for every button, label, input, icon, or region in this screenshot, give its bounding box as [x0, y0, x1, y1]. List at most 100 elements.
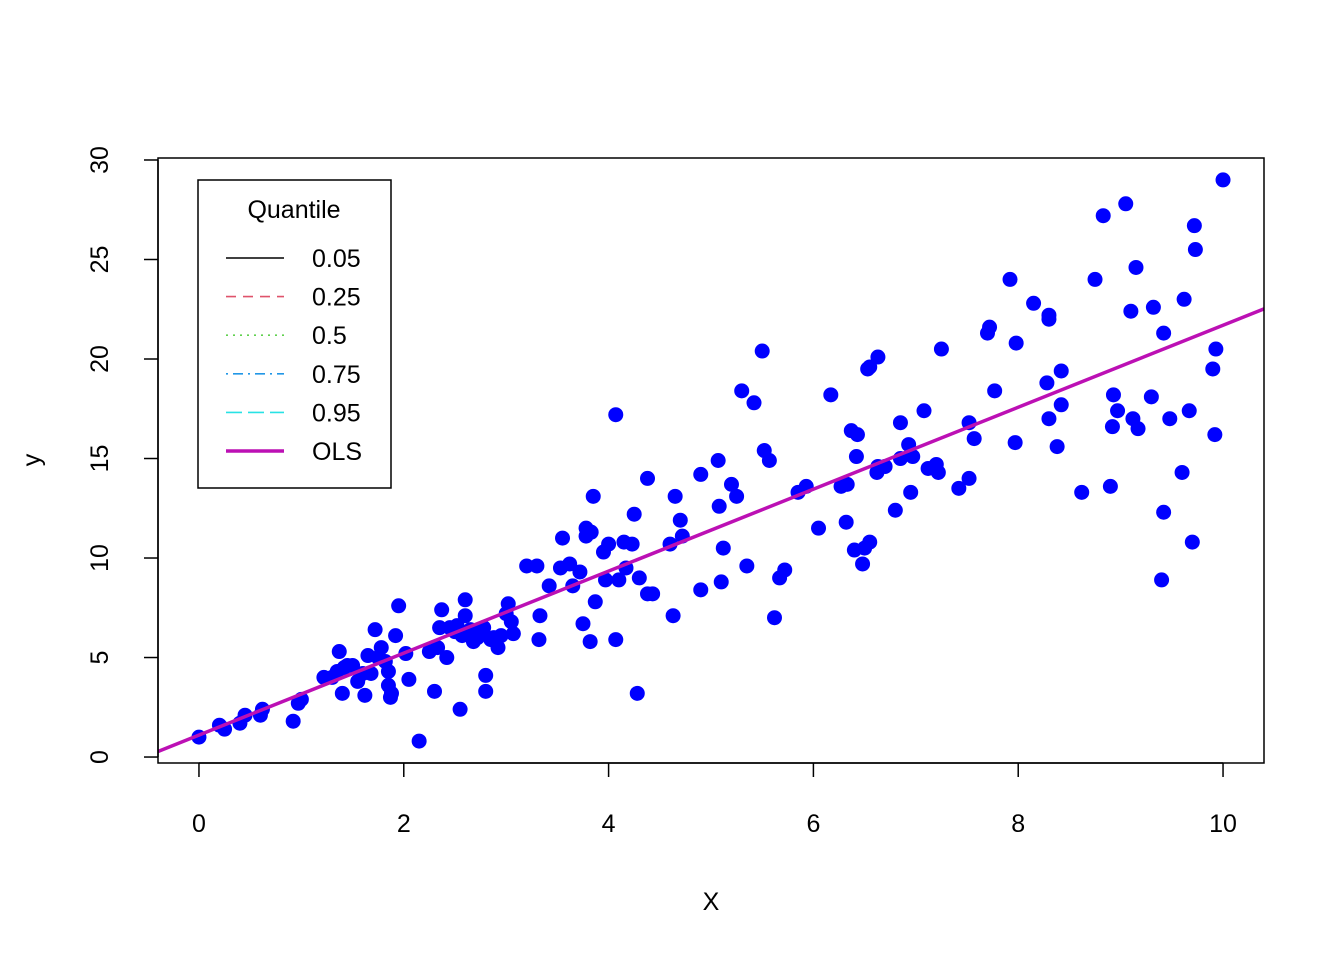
data-point	[849, 427, 865, 443]
data-point	[555, 530, 571, 546]
data-point	[1186, 218, 1202, 234]
data-point	[505, 626, 521, 642]
data-point	[626, 506, 642, 522]
data-point	[493, 628, 509, 644]
data-point	[665, 608, 681, 624]
y-axis-title: y	[18, 453, 46, 466]
data-point	[1130, 421, 1146, 437]
data-point	[334, 685, 350, 701]
data-point	[529, 558, 545, 574]
y-tick-label: 15	[86, 445, 114, 473]
x-tick-label: 0	[192, 810, 206, 838]
data-point	[1026, 295, 1042, 311]
data-point	[367, 622, 383, 638]
data-point	[1007, 435, 1023, 451]
data-point	[892, 415, 908, 431]
data-point	[1123, 303, 1139, 319]
data-point	[734, 383, 750, 399]
data-point	[667, 488, 683, 504]
data-point	[1215, 172, 1231, 188]
legend-label: 0.25	[312, 284, 361, 312]
data-point	[640, 470, 656, 486]
x-tick-label: 2	[397, 810, 411, 838]
data-point	[601, 536, 617, 552]
data-point	[457, 592, 473, 608]
data-point	[1102, 478, 1118, 494]
x-axis: 0 2 4 6 8 10	[192, 762, 1237, 838]
data-point	[391, 598, 407, 614]
data-point	[1087, 271, 1103, 287]
data-point	[383, 685, 399, 701]
data-point	[587, 594, 603, 610]
data-point	[951, 480, 967, 496]
data-point	[1162, 411, 1178, 427]
data-point	[1174, 464, 1190, 480]
data-point	[1053, 397, 1069, 413]
y-tick-label: 0	[86, 750, 114, 764]
data-point	[1002, 271, 1018, 287]
x-tick-label: 10	[1209, 810, 1237, 838]
data-point	[490, 640, 506, 656]
data-point	[380, 663, 396, 679]
lines-layer	[157, 307, 1265, 754]
data-point	[500, 596, 516, 612]
legend-title: Quantile	[247, 196, 340, 224]
x-axis-title: X	[703, 888, 720, 916]
legend-box	[197, 179, 392, 489]
data-point	[916, 403, 932, 419]
data-point	[1181, 403, 1197, 419]
data-point	[1039, 375, 1055, 391]
legend-label: 0.95	[312, 399, 361, 427]
legend-label: OLS	[312, 438, 362, 466]
data-point	[761, 453, 777, 468]
data-point	[478, 667, 494, 683]
y-tick-label: 10	[86, 544, 114, 572]
data-point	[388, 628, 404, 644]
data-point	[541, 578, 557, 594]
data-point	[672, 512, 688, 528]
data-point	[411, 733, 427, 749]
data-point	[966, 431, 982, 447]
data-point	[1118, 196, 1134, 212]
data-point	[1095, 208, 1111, 224]
data-point	[723, 476, 739, 492]
x-tick-label: 6	[806, 810, 820, 838]
data-point	[572, 564, 588, 580]
y-tick-label: 25	[86, 246, 114, 274]
data-point	[631, 570, 647, 586]
data-point	[401, 671, 417, 687]
data-point	[531, 632, 547, 648]
data-point	[887, 502, 903, 518]
data-point	[1187, 242, 1203, 258]
data-point	[1105, 387, 1121, 403]
data-point	[598, 572, 614, 588]
data-point	[811, 520, 827, 536]
data-point	[1176, 291, 1192, 307]
data-point	[823, 387, 839, 403]
data-point	[711, 498, 727, 514]
data-point	[1074, 484, 1090, 500]
data-point	[608, 632, 624, 648]
data-point	[1053, 363, 1069, 379]
y-tick-label: 5	[86, 651, 114, 665]
data-point	[1156, 504, 1172, 520]
data-point	[862, 359, 878, 375]
data-point	[1143, 389, 1159, 405]
data-point	[1110, 403, 1126, 419]
data-point	[746, 395, 762, 411]
data-point	[562, 556, 578, 572]
data-point	[1145, 299, 1161, 315]
legend-label: 0.05	[312, 245, 361, 273]
data-point	[427, 683, 442, 699]
x-tick-label: 4	[602, 810, 616, 838]
data-point	[1156, 325, 1172, 341]
data-point	[754, 343, 770, 359]
data-point	[624, 536, 640, 552]
data-point	[1049, 439, 1065, 455]
data-point	[933, 341, 949, 357]
data-point	[713, 574, 729, 590]
data-point	[961, 470, 977, 486]
data-point	[777, 562, 793, 578]
legend-entries: 0.05 0.25 0.5 0.75 0.95 OLS	[226, 245, 362, 466]
